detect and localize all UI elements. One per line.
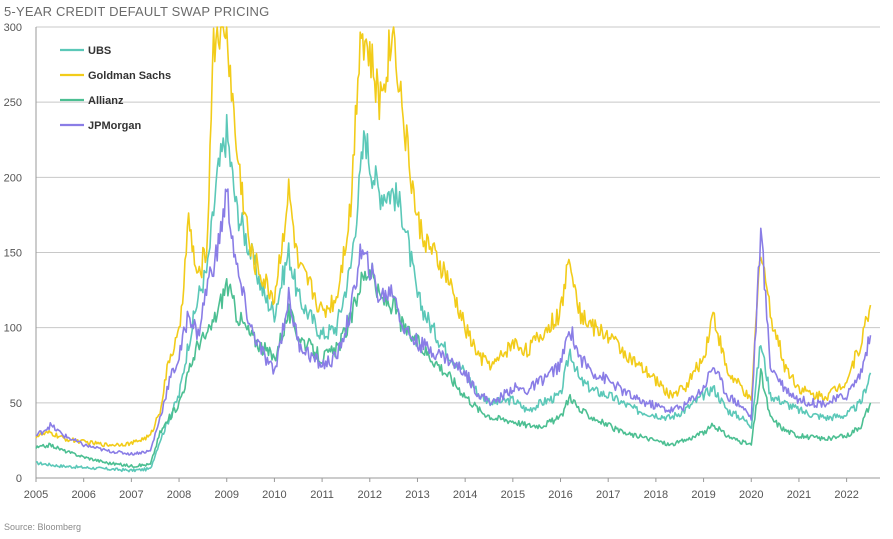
x-tick-label: 2014 (453, 489, 477, 501)
y-tick-label: 0 (16, 473, 22, 485)
x-tick-label: 2005 (24, 489, 48, 501)
gridlines (35, 26, 880, 479)
series-lines (35, 26, 872, 473)
legend-label: Goldman Sachs (88, 70, 171, 82)
chart-title: 5-YEAR CREDIT DEFAULT SWAP PRICING (4, 4, 270, 19)
x-tick-label: 2010 (262, 489, 286, 501)
x-tick-label: 2011 (310, 489, 334, 501)
x-axis-ticks: 2005 2006 2007 2008 2009 2010 2011 2012 2013 2014… (24, 478, 859, 501)
source-note: Source: Bloomberg (4, 522, 82, 532)
y-tick-label: 100 (4, 323, 22, 335)
legend-label: UBS (88, 45, 111, 57)
series-line-goldman-sachs (35, 26, 872, 448)
x-tick-label: 2017 (596, 489, 620, 501)
y-tick-label: 200 (4, 172, 22, 184)
series-line-allianz (35, 262, 872, 468)
x-tick-label: 2009 (214, 489, 238, 501)
x-tick-label: 2013 (405, 489, 429, 501)
y-tick-label: 300 (4, 22, 22, 34)
y-axis-ticks: 0 50 100 150 200 250 300 (4, 22, 22, 485)
y-tick-label: 50 (10, 398, 22, 410)
y-tick-label: 150 (4, 248, 22, 260)
y-tick-label: 250 (4, 97, 22, 109)
x-tick-label: 2018 (644, 489, 668, 501)
x-tick-label: 2012 (358, 489, 382, 501)
series-line-jpmorgan (35, 188, 872, 456)
x-tick-label: 2021 (787, 489, 811, 501)
x-tick-label: 2016 (548, 489, 572, 501)
x-tick-label: 2020 (739, 489, 763, 501)
x-tick-label: 2015 (501, 489, 525, 501)
x-tick-label: 2022 (834, 489, 858, 501)
legend: UBS Goldman Sachs Allianz JPMorgan (60, 45, 171, 132)
legend-label: Allianz (88, 95, 124, 107)
x-tick-label: 2019 (691, 489, 715, 501)
x-tick-label: 2008 (167, 489, 191, 501)
legend-label: JPMorgan (88, 120, 141, 132)
x-tick-label: 2006 (71, 489, 95, 501)
x-tick-label: 2007 (119, 489, 143, 501)
